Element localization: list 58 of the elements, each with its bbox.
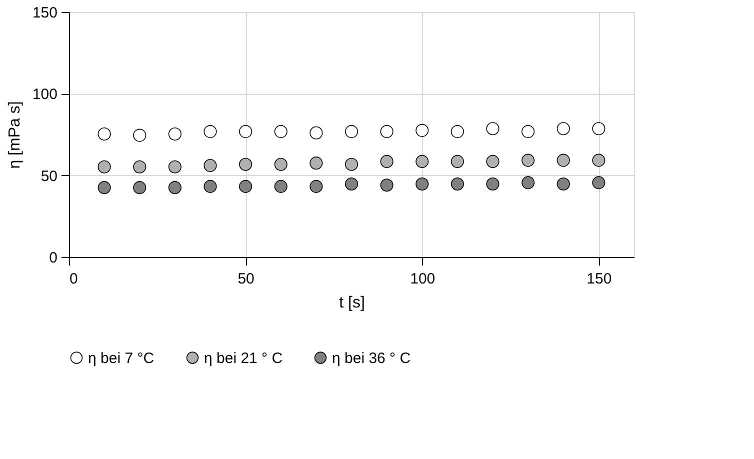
point [380,154,394,168]
point [416,124,429,137]
x-tick-label: 150 [586,270,612,288]
point [133,128,146,142]
point [556,122,570,136]
point [168,128,182,141]
point [274,158,288,171]
point [416,177,429,190]
point [344,177,358,190]
point [522,154,535,167]
legend-label: η bei 7 °C [88,350,154,367]
point [486,154,500,168]
point [380,178,394,192]
point [450,177,464,190]
point [592,154,606,167]
point [239,180,252,193]
point [522,125,535,138]
point [344,125,358,138]
y-tick-label: 0 [49,250,58,266]
point [310,126,323,140]
point [522,176,535,190]
point [204,125,217,138]
point [416,154,429,168]
point [274,125,288,138]
point [486,122,500,136]
point [204,180,217,193]
point [239,158,252,171]
point [310,180,323,193]
y-tick-label: 50 [40,168,58,185]
legend-label: η bei 36 ° C [332,350,411,367]
y-axis-title: η [mPa s] [6,101,24,169]
point [592,176,606,190]
point [556,154,570,167]
point [168,160,182,174]
point [344,158,358,171]
point [380,125,394,138]
point [274,180,288,193]
point [592,122,606,136]
point [450,125,464,138]
x-tick-label: 0 [70,270,78,288]
point [556,177,570,190]
legend-label: η bei 21 ° C [204,350,283,367]
point [133,181,146,194]
point [310,156,323,170]
point [204,159,217,172]
point [98,128,111,141]
point [486,177,500,190]
point [450,154,464,168]
point [239,125,252,138]
y-tick-label: 150 [32,4,58,22]
point [168,181,182,194]
y-tick-label: 100 [32,86,58,104]
x-tick-label: 50 [238,270,254,288]
point [98,160,111,174]
point [98,181,111,194]
x-tick-label: 100 [410,270,436,288]
point [133,160,146,174]
x-axis-title: t [s] [339,294,365,312]
